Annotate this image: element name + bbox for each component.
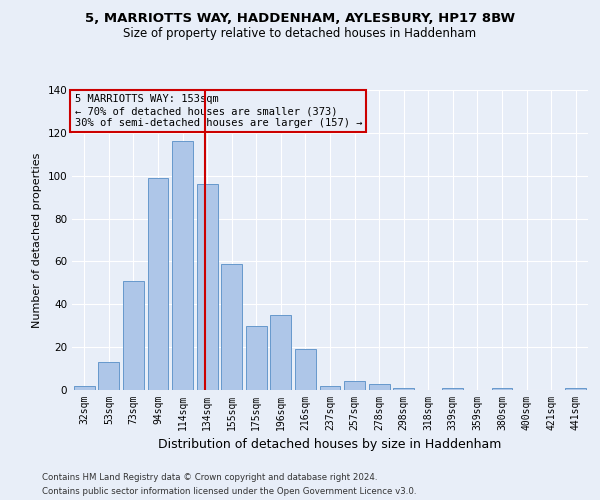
X-axis label: Distribution of detached houses by size in Haddenham: Distribution of detached houses by size …	[158, 438, 502, 452]
Bar	[393, 388, 414, 390]
Text: Size of property relative to detached houses in Haddenham: Size of property relative to detached ho…	[124, 28, 476, 40]
Bar	[368, 384, 389, 390]
Bar	[295, 350, 316, 390]
Text: Contains HM Land Registry data © Crown copyright and database right 2024.: Contains HM Land Registry data © Crown c…	[42, 472, 377, 482]
Bar	[344, 382, 365, 390]
Text: 5 MARRIOTTS WAY: 153sqm
← 70% of detached houses are smaller (373)
30% of semi-d: 5 MARRIOTTS WAY: 153sqm ← 70% of detache…	[74, 94, 362, 128]
Bar	[320, 386, 340, 390]
Y-axis label: Number of detached properties: Number of detached properties	[32, 152, 42, 328]
Bar	[148, 178, 169, 390]
Bar	[74, 386, 95, 390]
Bar	[565, 388, 586, 390]
Text: Contains public sector information licensed under the Open Government Licence v3: Contains public sector information licen…	[42, 488, 416, 496]
Bar	[172, 142, 193, 390]
Bar	[98, 362, 119, 390]
Text: 5, MARRIOTTS WAY, HADDENHAM, AYLESBURY, HP17 8BW: 5, MARRIOTTS WAY, HADDENHAM, AYLESBURY, …	[85, 12, 515, 26]
Bar	[197, 184, 218, 390]
Bar	[221, 264, 242, 390]
Bar	[123, 280, 144, 390]
Bar	[246, 326, 267, 390]
Bar	[491, 388, 512, 390]
Bar	[271, 315, 292, 390]
Bar	[442, 388, 463, 390]
